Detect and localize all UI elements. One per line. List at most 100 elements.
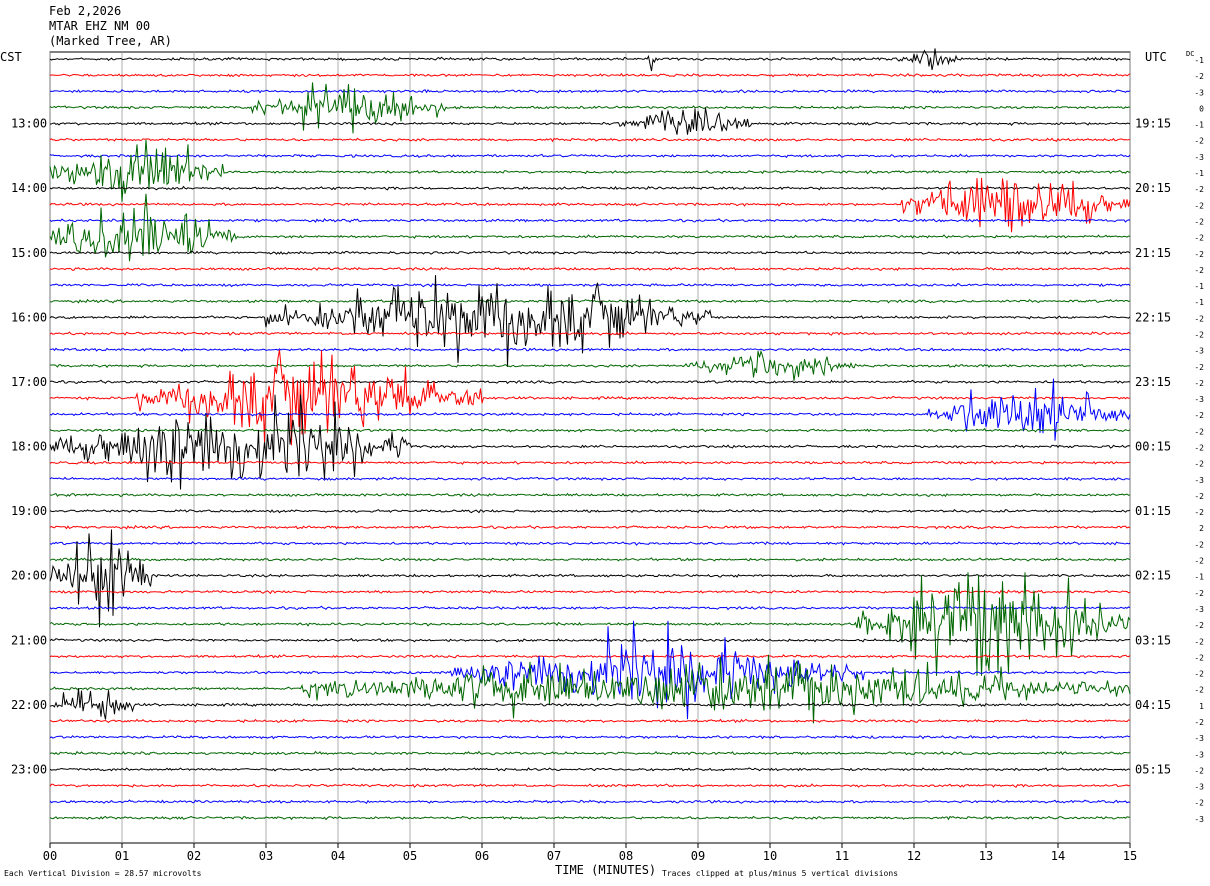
seismic-trace <box>49 767 1131 772</box>
seismic-trace <box>49 107 1131 135</box>
cst-hour-label: 22:00 <box>11 698 47 712</box>
x-tick-label: 11 <box>835 849 849 863</box>
dc-offset-label: -2 <box>1194 411 1204 420</box>
x-tick-label: 12 <box>907 849 921 863</box>
x-tick-label: 03 <box>259 849 273 863</box>
cst-hour-label: 14:00 <box>11 181 47 195</box>
seismic-trace <box>49 378 1131 441</box>
dc-offset-label: -2 <box>1194 379 1204 388</box>
dc-offset-label: -2 <box>1194 137 1204 146</box>
seismic-trace <box>49 379 1131 385</box>
dc-offset-label: -3 <box>1194 783 1204 792</box>
seismic-trace <box>49 153 1131 159</box>
dc-offset-label: -2 <box>1194 686 1204 695</box>
dc-offset-label: -2 <box>1194 621 1204 630</box>
location-label: (Marked Tree, AR) <box>49 34 172 48</box>
dc-offset-label: -1 <box>1194 282 1204 291</box>
station-label: MTAR EHZ NM 00 <box>49 19 151 33</box>
seismic-trace <box>50 654 1131 724</box>
dc-offset-label: -2 <box>1194 492 1204 501</box>
dc-offset-label: -2 <box>1194 266 1204 275</box>
dc-offset-label: -2 <box>1194 766 1204 775</box>
utc-hour-label: 19:15 <box>1135 117 1171 131</box>
x-tick-label: 00 <box>43 849 57 863</box>
utc-hour-label: 03:15 <box>1135 633 1171 647</box>
seismic-trace <box>49 275 1131 368</box>
seismic-trace <box>49 89 1131 94</box>
utc-hour-label: 04:15 <box>1135 698 1171 712</box>
seismic-trace <box>49 605 1131 611</box>
seismic-trace <box>49 428 1131 433</box>
cst-hour-label: 19:00 <box>11 504 47 518</box>
cst-axis-label: CST <box>0 50 22 64</box>
dc-offset-label: -3 <box>1194 750 1204 759</box>
dc-offset-label: -2 <box>1194 444 1204 453</box>
utc-hour-label: 01:15 <box>1135 504 1171 518</box>
seismic-trace <box>49 193 1131 262</box>
utc-hour-label: 22:15 <box>1135 310 1171 324</box>
utc-axis-label: UTC <box>1145 50 1167 64</box>
dc-offset-label: -2 <box>1194 460 1204 469</box>
seismic-trace <box>49 283 1131 288</box>
dc-offset-label: -2 <box>1194 718 1204 727</box>
dc-offset-label: -3 <box>1194 734 1204 743</box>
dc-offset-label: -3 <box>1194 347 1204 356</box>
x-tick-label: 09 <box>691 849 705 863</box>
x-tick-label: 07 <box>547 849 561 863</box>
seismic-trace <box>49 589 1131 595</box>
seismic-trace <box>49 137 1131 143</box>
dc-label: DC <box>1186 50 1194 58</box>
seismic-trace <box>49 349 1131 446</box>
seismic-trace <box>49 718 1131 724</box>
dc-offset-label: -2 <box>1194 314 1204 323</box>
seismic-trace <box>49 476 1131 482</box>
seismic-trace <box>49 529 1131 628</box>
cst-hour-label: 17:00 <box>11 375 47 389</box>
seismic-trace <box>49 688 1131 720</box>
seismic-trace <box>49 524 1131 530</box>
dc-offset-label: -2 <box>1194 799 1204 808</box>
seismic-trace <box>49 783 1131 788</box>
dc-offset-label: -1 <box>1194 169 1204 178</box>
x-axis-title: TIME (MINUTES) <box>555 863 656 877</box>
dc-offset-label: -2 <box>1194 637 1204 646</box>
seismic-trace <box>49 492 1131 498</box>
scale-note: Each Vertical Division = 28.57 microvolt… <box>4 869 202 878</box>
dc-offset-label: -2 <box>1194 72 1204 81</box>
dc-offset-label: -2 <box>1194 589 1204 598</box>
dc-offset-label: -2 <box>1194 234 1204 243</box>
cst-hour-label: 21:00 <box>11 633 47 647</box>
cst-hour-label: 20:00 <box>11 569 47 583</box>
dc-offset-label: -2 <box>1194 201 1204 210</box>
seismic-trace <box>49 48 1131 72</box>
utc-hour-label: 00:15 <box>1135 440 1171 454</box>
dc-offset-label: -2 <box>1194 217 1204 226</box>
x-tick-label: 13 <box>979 849 993 863</box>
seismic-trace <box>49 139 1131 202</box>
seismic-trace <box>49 637 1131 643</box>
seismic-trace <box>49 250 1131 256</box>
dc-offset-label: -1 <box>1194 121 1204 130</box>
dc-offset-label: -1 <box>1194 298 1204 307</box>
x-tick-label: 02 <box>187 849 201 863</box>
seismic-trace <box>49 620 1131 720</box>
cst-hour-label: 23:00 <box>11 762 47 776</box>
x-tick-label: 15 <box>1123 849 1137 863</box>
x-tick-label: 01 <box>115 849 129 863</box>
dc-offset-label: -2 <box>1194 670 1204 679</box>
dc-offset-label: -3 <box>1194 476 1204 485</box>
cst-hour-label: 18:00 <box>11 440 47 454</box>
x-tick-label: 06 <box>475 849 489 863</box>
utc-hour-label: 23:15 <box>1135 375 1171 389</box>
cst-hour-label: 16:00 <box>11 310 47 324</box>
traces <box>49 48 1131 821</box>
seismic-trace <box>49 541 1131 547</box>
seismic-trace <box>49 509 1131 514</box>
cst-hour-label: 13:00 <box>11 117 47 131</box>
dc-offset-label: -2 <box>1194 427 1204 436</box>
dc-offset-label: -2 <box>1194 363 1204 372</box>
x-tick-label: 14 <box>1051 849 1065 863</box>
seismic-trace <box>49 72 1131 78</box>
seismic-trace <box>49 331 1131 336</box>
cst-hour-label: 15:00 <box>11 246 47 260</box>
